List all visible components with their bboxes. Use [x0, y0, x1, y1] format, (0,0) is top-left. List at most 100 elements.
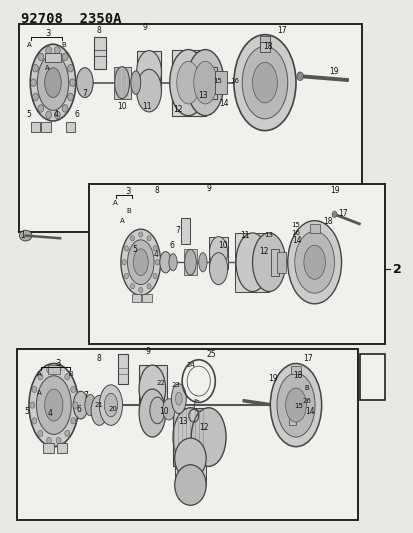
Ellipse shape — [138, 287, 142, 293]
Text: 19: 19 — [268, 374, 278, 383]
Ellipse shape — [64, 374, 69, 380]
Ellipse shape — [54, 111, 60, 118]
Bar — [259, 36, 269, 44]
Ellipse shape — [56, 437, 61, 443]
Bar — [184, 249, 197, 275]
Bar — [142, 294, 151, 302]
Ellipse shape — [32, 386, 37, 392]
Ellipse shape — [174, 465, 206, 505]
Text: A: A — [119, 217, 124, 224]
Ellipse shape — [131, 71, 140, 94]
Text: 18: 18 — [323, 217, 332, 225]
Text: 6: 6 — [76, 405, 81, 414]
Ellipse shape — [175, 392, 182, 405]
Ellipse shape — [121, 229, 160, 295]
Ellipse shape — [186, 50, 223, 116]
Bar — [114, 67, 131, 99]
Ellipse shape — [114, 67, 129, 99]
Bar — [301, 385, 308, 413]
Text: 14: 14 — [292, 237, 301, 245]
Text: 20: 20 — [108, 406, 117, 412]
Text: 8: 8 — [154, 187, 159, 195]
Text: 12: 12 — [259, 247, 268, 256]
Ellipse shape — [159, 252, 171, 273]
Ellipse shape — [130, 284, 134, 289]
Bar — [309, 224, 319, 233]
Text: A: A — [45, 65, 50, 71]
Ellipse shape — [54, 47, 60, 54]
Text: 6: 6 — [74, 110, 79, 118]
Text: 2: 2 — [392, 263, 401, 276]
Ellipse shape — [104, 393, 117, 417]
Bar — [181, 218, 190, 244]
Text: 18: 18 — [263, 43, 272, 51]
Ellipse shape — [155, 260, 159, 265]
Bar — [66, 122, 75, 132]
Text: A: A — [37, 371, 42, 377]
Text: 7: 7 — [83, 391, 88, 400]
Ellipse shape — [331, 211, 336, 217]
Ellipse shape — [124, 246, 128, 251]
Bar — [215, 71, 226, 94]
Text: 7: 7 — [82, 89, 87, 98]
Text: 6: 6 — [169, 241, 174, 249]
Ellipse shape — [173, 408, 207, 466]
Bar — [288, 246, 294, 278]
Ellipse shape — [303, 245, 325, 279]
Ellipse shape — [67, 64, 73, 72]
Ellipse shape — [29, 364, 78, 447]
Ellipse shape — [133, 249, 148, 276]
Bar — [290, 366, 301, 374]
Ellipse shape — [38, 374, 43, 380]
Bar — [19, 24, 361, 232]
Text: 4: 4 — [53, 110, 58, 118]
Ellipse shape — [136, 51, 161, 93]
Ellipse shape — [71, 418, 76, 424]
Text: 13: 13 — [263, 231, 272, 238]
Ellipse shape — [99, 385, 122, 425]
Text: 1: 1 — [20, 231, 25, 240]
Ellipse shape — [296, 72, 303, 80]
Bar — [171, 50, 205, 116]
Ellipse shape — [150, 397, 164, 424]
Bar — [17, 349, 357, 520]
Ellipse shape — [191, 408, 225, 466]
Bar — [209, 67, 217, 99]
Text: 17: 17 — [303, 354, 313, 362]
Ellipse shape — [139, 365, 165, 413]
Ellipse shape — [252, 62, 277, 103]
Text: 9: 9 — [142, 23, 147, 32]
Text: 9: 9 — [206, 184, 211, 193]
Text: 22: 22 — [156, 379, 165, 386]
Ellipse shape — [162, 399, 175, 420]
Ellipse shape — [32, 418, 37, 424]
Ellipse shape — [33, 64, 38, 72]
Ellipse shape — [33, 93, 38, 101]
Bar — [359, 354, 384, 400]
Bar — [94, 37, 106, 69]
Text: 24: 24 — [185, 362, 195, 368]
Ellipse shape — [30, 402, 35, 408]
Text: B: B — [126, 208, 131, 214]
Ellipse shape — [147, 236, 151, 241]
Ellipse shape — [46, 47, 52, 54]
Bar — [41, 122, 50, 132]
Ellipse shape — [127, 240, 154, 285]
Ellipse shape — [124, 273, 128, 279]
Ellipse shape — [176, 61, 199, 104]
Text: 17: 17 — [276, 27, 286, 35]
Ellipse shape — [38, 430, 43, 437]
Ellipse shape — [294, 231, 334, 293]
Text: 23: 23 — [171, 382, 180, 388]
Ellipse shape — [184, 249, 196, 275]
Ellipse shape — [193, 61, 216, 104]
Text: 12: 12 — [173, 105, 182, 114]
Text: 15: 15 — [212, 78, 221, 84]
Ellipse shape — [287, 221, 341, 304]
Bar — [31, 122, 40, 132]
Bar — [118, 354, 128, 384]
Bar — [288, 407, 296, 425]
Text: 16: 16 — [230, 78, 239, 84]
Text: 17: 17 — [337, 209, 347, 217]
Ellipse shape — [62, 104, 68, 112]
